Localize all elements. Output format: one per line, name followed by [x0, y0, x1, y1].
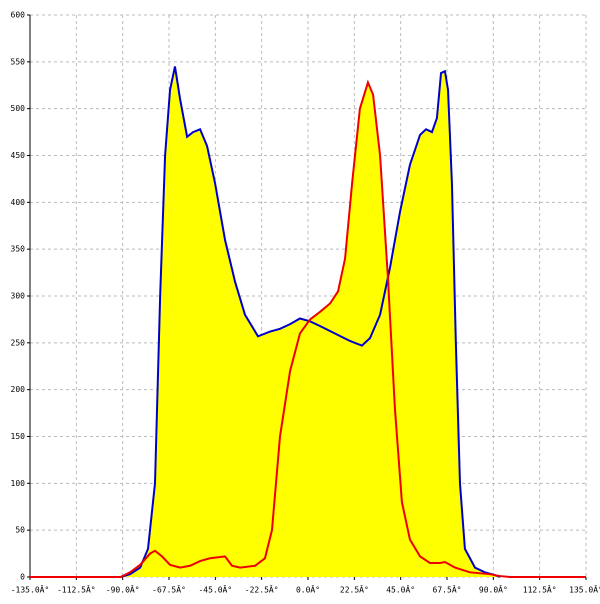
- y-tick-label: 250: [11, 338, 26, 347]
- x-tick-label: 112.5Â°: [523, 584, 557, 595]
- x-tick-label: 45.0Â°: [386, 584, 415, 595]
- y-tick-label: 0: [20, 573, 25, 582]
- series-line: [30, 79, 586, 578]
- y-tick-label: 50: [15, 526, 25, 535]
- area-fill: [30, 82, 586, 577]
- y-tick-label: 450: [11, 151, 26, 160]
- x-tick-label: -112.5Â°: [57, 584, 96, 595]
- y-tick-label: 200: [11, 385, 26, 394]
- y-tick-label: 300: [11, 292, 26, 301]
- x-tick-label: 135.0Â°: [569, 584, 600, 595]
- x-tick-label: -22.5Â°: [245, 584, 279, 595]
- y-tick-label: 600: [11, 11, 26, 20]
- x-tick-label: 90.0Â°: [479, 584, 508, 595]
- x-tick-label: -90.0Â°: [106, 584, 140, 595]
- y-tick-label: 550: [11, 57, 26, 66]
- y-tick-label: 150: [11, 432, 26, 441]
- x-tick-label: -135.0Â°: [11, 584, 50, 595]
- y-tick-label: 100: [11, 479, 26, 488]
- series-line: [120, 66, 501, 578]
- x-tick-label: -67.5Â°: [152, 584, 186, 595]
- x-tick-label: -45.0Â°: [198, 584, 232, 595]
- x-tick-label: 67.5Â°: [433, 584, 462, 595]
- y-tick-label: 350: [11, 245, 26, 254]
- x-tick-label: 0.0Â°: [296, 584, 320, 595]
- x-tick-label: 22.5Â°: [340, 584, 369, 595]
- y-tick-label: 400: [11, 198, 26, 207]
- y-tick-label: 500: [11, 104, 26, 113]
